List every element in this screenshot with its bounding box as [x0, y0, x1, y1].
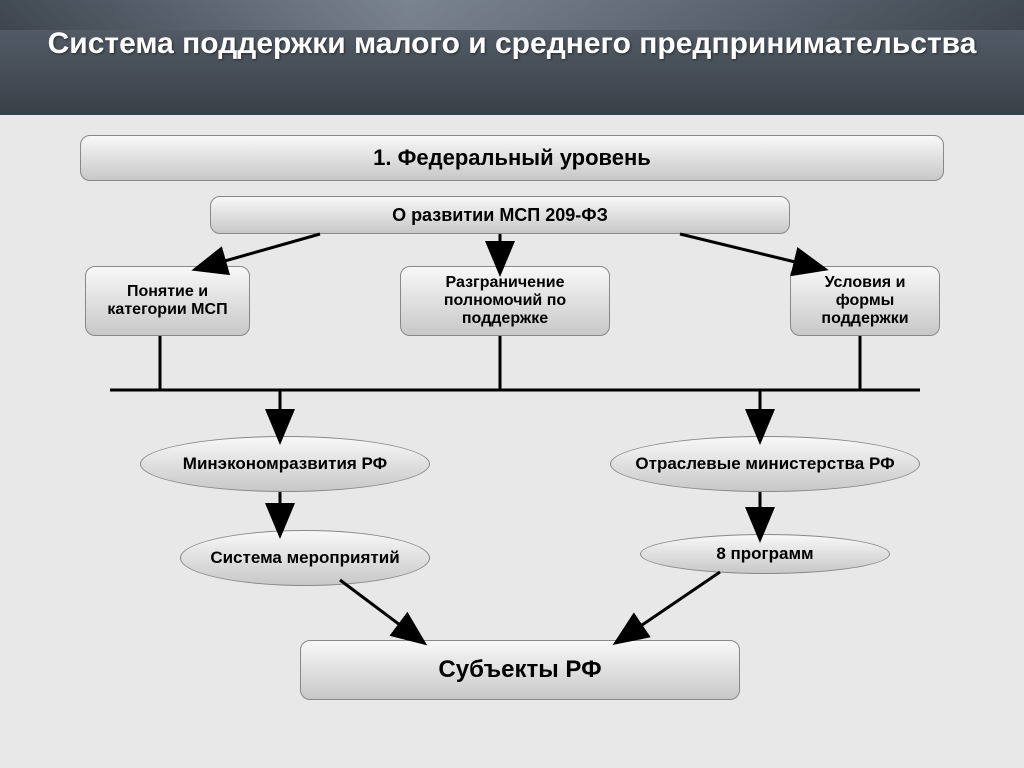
box-cond: Условия и формы поддержки — [790, 266, 940, 336]
box-subjects: Субъекты РФ — [300, 640, 740, 700]
box-federal: 1. Федеральный уровень — [80, 135, 944, 181]
box-concept: Понятие и категории МСП — [85, 266, 250, 336]
ellipse-system: Система мероприятий — [180, 530, 430, 586]
ellipse-programs: 8 программ — [640, 534, 890, 574]
box-delim: Разграничение полномочий по поддержке — [400, 266, 610, 336]
ellipse-industry: Отраслевые министерства РФ — [610, 436, 920, 492]
ellipse-mineco: Минэкономразвития РФ — [140, 436, 430, 492]
page-title: Система поддержки малого и среднего пред… — [0, 24, 1024, 63]
box-msp209: О развитии МСП 209-ФЗ — [210, 196, 790, 234]
